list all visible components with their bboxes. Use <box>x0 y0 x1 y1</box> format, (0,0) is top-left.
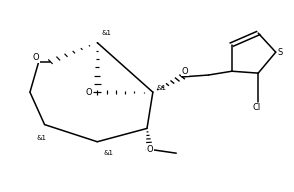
Text: S: S <box>278 48 283 57</box>
Text: &1: &1 <box>104 150 114 156</box>
Text: O: O <box>85 88 92 97</box>
Text: O: O <box>182 67 188 76</box>
Text: O: O <box>147 145 153 154</box>
Text: Cl: Cl <box>253 103 261 112</box>
Text: &1: &1 <box>101 30 111 36</box>
Text: O: O <box>33 53 39 62</box>
Text: &1: &1 <box>37 135 47 141</box>
Text: &1: &1 <box>157 85 167 91</box>
